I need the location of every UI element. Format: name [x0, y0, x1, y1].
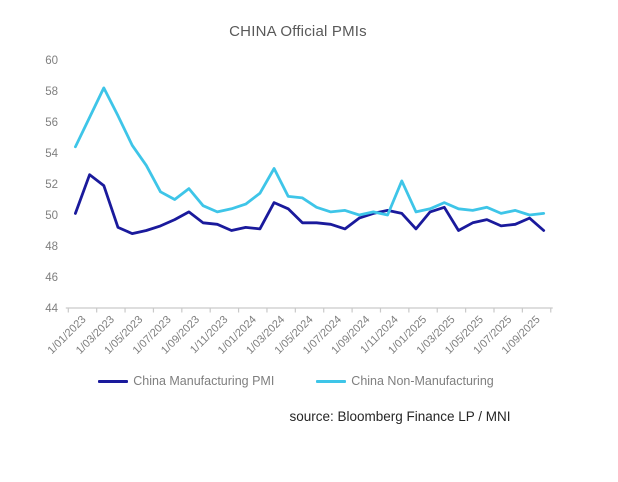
y-tick-label: 50 — [45, 210, 58, 222]
manufacturing-pmi-line — [74, 173, 546, 236]
y-tick-label: 46 — [45, 272, 58, 284]
non-manufacturing-line-swatch — [316, 379, 347, 383]
y-tick-label: 56 — [45, 117, 58, 129]
non-manufacturing-pmi-line — [74, 86, 546, 217]
legend-label-non-manufacturing: China Non-Manufacturing — [351, 374, 494, 388]
chart-title: CHINA Official PMIs — [229, 23, 367, 40]
chart-legend: China Manufacturing PMI China Non-Manufa… — [0, 372, 592, 390]
y-tick-label: 58 — [45, 86, 58, 98]
y-tick-label: 52 — [45, 179, 58, 191]
y-tick-label: 48 — [45, 241, 58, 253]
manufacturing-line-swatch — [98, 379, 129, 383]
source-attribution: source: Bloomberg Finance LP / MNI — [289, 409, 511, 424]
y-tick-label: 60 — [45, 55, 58, 67]
legend-entry-non-manufacturing: China Non-Manufacturing — [316, 374, 494, 388]
legend-entry-manufacturing: China Manufacturing PMI — [98, 374, 274, 388]
y-tick-label: 54 — [45, 148, 58, 160]
y-tick-label: 44 — [45, 303, 58, 315]
legend-label-manufacturing: China Manufacturing PMI — [133, 374, 275, 388]
